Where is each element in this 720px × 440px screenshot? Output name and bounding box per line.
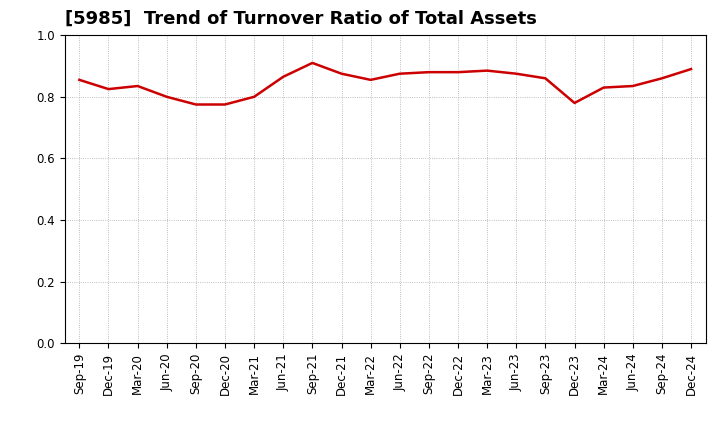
- Text: [5985]  Trend of Turnover Ratio of Total Assets: [5985] Trend of Turnover Ratio of Total …: [65, 10, 536, 28]
